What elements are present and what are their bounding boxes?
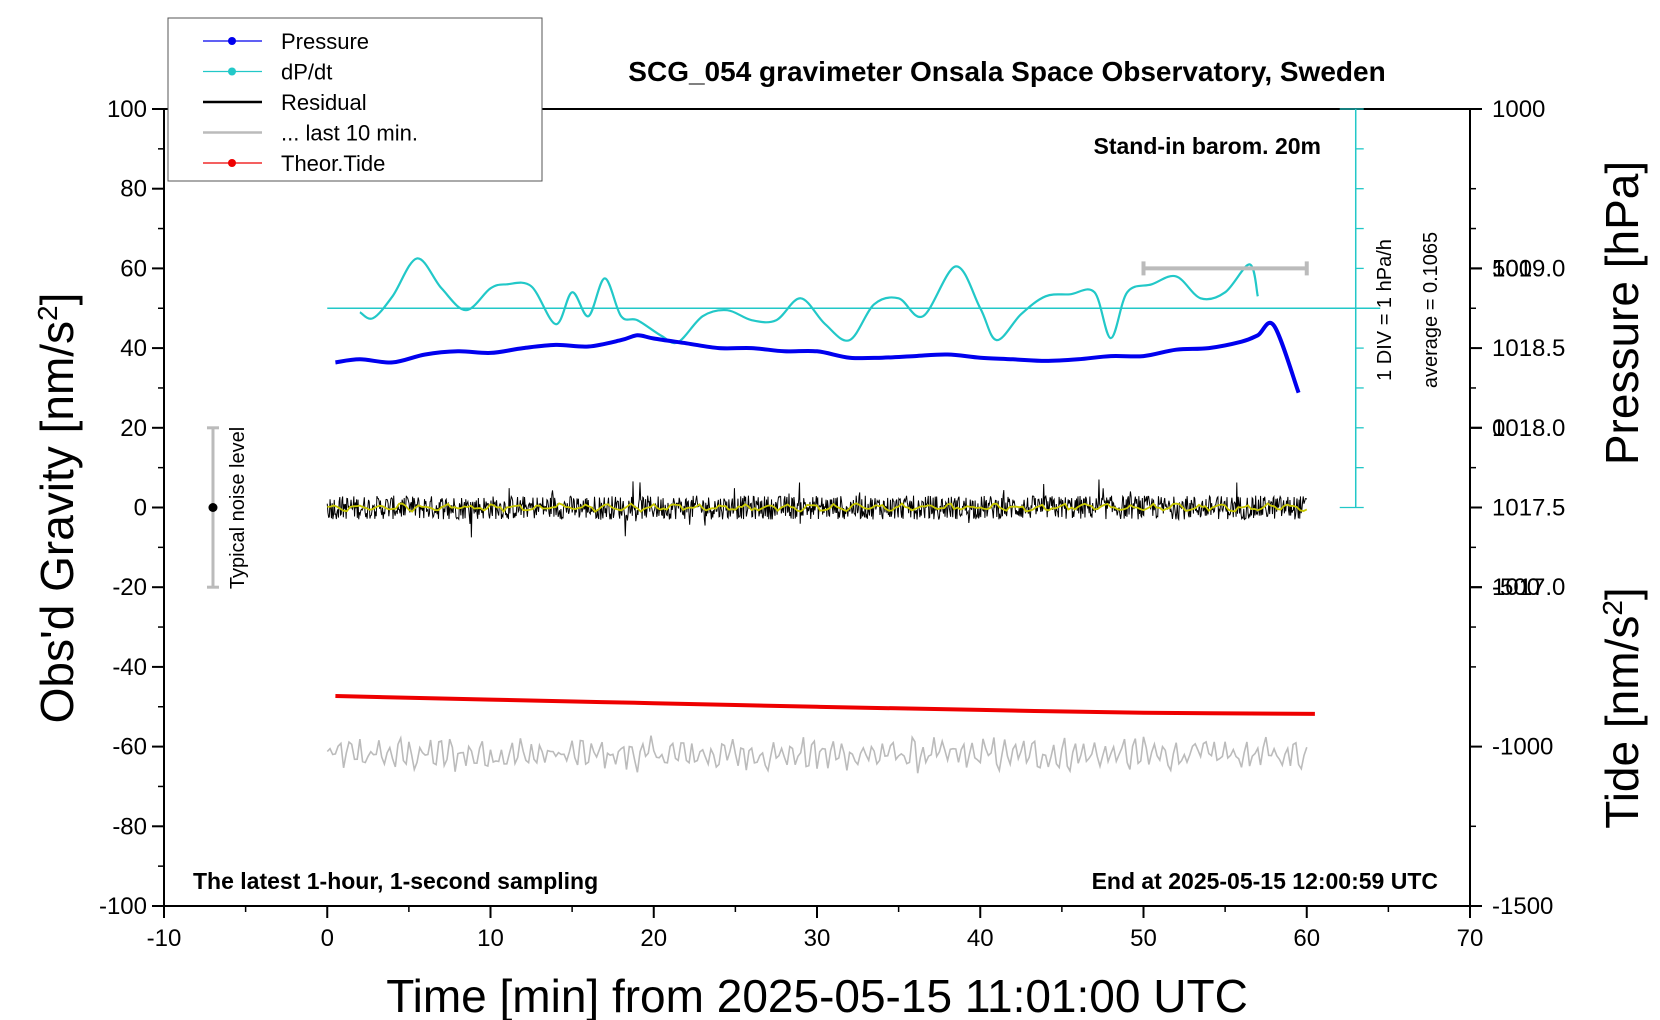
x-tick-label: 70 <box>1457 925 1484 952</box>
series-residual <box>326 479 1308 538</box>
y-axis-title-tide-main: Tide [nm/s <box>1596 616 1648 829</box>
series-layer <box>326 257 1381 774</box>
y-tick-label: -60 <box>112 734 147 761</box>
legend-label: dP/dt <box>281 60 332 85</box>
pressure-tick-label: 1019.0 <box>1492 255 1565 282</box>
y-axis-title-left: Obs'd Gravity [nm/s2] <box>31 293 83 724</box>
series-last-10-min <box>326 734 1308 774</box>
y-axis-title-tide: Tide [nm/s2] <box>1596 587 1648 828</box>
tide-tick-label: 1000 <box>1492 96 1545 123</box>
tide-tick-label: -1500 <box>1492 893 1553 920</box>
div-scale-label: 1 DIV = 1 hPa/h <box>1374 239 1396 381</box>
tide-tick-label: 0 <box>1492 415 1505 442</box>
x-tick-label: 20 <box>640 925 667 952</box>
y-axis-title-pressure: Pressure [hPa] <box>1596 161 1648 465</box>
x-tick-label: 30 <box>804 925 831 952</box>
y-tick-label: 80 <box>120 176 147 203</box>
legend-label: Residual <box>281 90 367 115</box>
series-residual-smoothed <box>327 502 1308 513</box>
pressure-tick-label: 1017.5 <box>1492 495 1565 522</box>
y-tick-label: 100 <box>107 96 147 123</box>
noise-level-bar <box>206 426 219 589</box>
legend-label: Theor.Tide <box>281 151 385 176</box>
y-axis-title-left-main: Obs'd Gravity [nm/s <box>31 321 83 723</box>
y-tick-label: -20 <box>112 574 147 601</box>
legend-entries: Pressure dP/dt Residual ... last 10 min. The… <box>203 29 418 176</box>
pressure-tick-label: 1018.0 <box>1492 415 1565 442</box>
chart-title: SCG_054 gravimeter Onsala Space Observat… <box>628 56 1385 87</box>
tide-tick-label: 500 <box>1492 255 1532 282</box>
y-tick-label: -40 <box>112 654 147 681</box>
x-tick-label: 60 <box>1293 925 1320 952</box>
tide-axis-ticks: -1500 -1000 -500 0 500 1000 <box>1470 96 1553 920</box>
series-dpdt <box>359 257 1259 345</box>
average-label: average = 0.1065 <box>1420 232 1442 388</box>
series-pressure <box>335 320 1301 394</box>
x-tick-label: 10 <box>477 925 504 952</box>
y-tick-label: 0 <box>134 495 147 522</box>
y-axis-title-tide-sup: 2 <box>1597 600 1628 616</box>
series-theor-tide <box>335 694 1315 716</box>
dpdt-scale-bar <box>1339 108 1364 509</box>
legend-box <box>167 17 543 182</box>
legend-label: ... last 10 min. <box>281 121 418 146</box>
x-tick-label: 0 <box>321 925 334 952</box>
y-tick-label: 40 <box>120 335 147 362</box>
y-axis-title-tide-end: ] <box>1596 587 1648 600</box>
legend-marker <box>228 37 236 45</box>
y-axis-title-left-end: ] <box>31 293 83 306</box>
legend-marker <box>228 159 236 167</box>
pressure-axis-ticks: 1017.0 1017.5 1018.0 1018.5 1019.0 <box>1470 227 1565 628</box>
legend-marker <box>228 67 236 76</box>
x-axis-title: Time [min] from 2025-05-15 11:01:00 UTC <box>386 970 1248 1020</box>
legend: Pressure dP/dt Residual ... last 10 min. The… <box>167 17 543 182</box>
y-axis-title-left-sup: 2 <box>32 305 63 321</box>
x-tick-label: 40 <box>967 925 994 952</box>
y-axis-ticks: -100 -80 -60 -40 -20 0 20 40 60 80 100 <box>99 96 164 920</box>
x-tick-label: -10 <box>147 925 182 952</box>
barometer-note: Stand-in barom. 20m <box>1094 133 1321 159</box>
x-axis-ticks: -10 0 10 20 30 40 50 60 70 <box>147 906 1484 952</box>
end-time-note: End at 2025-05-15 12:00:59 UTC <box>1092 868 1438 894</box>
y-tick-label: -80 <box>112 813 147 840</box>
pressure-tick-label: 1017.0 <box>1492 574 1565 601</box>
pressure-tick-label: 1018.5 <box>1492 335 1565 362</box>
sampling-note: The latest 1-hour, 1-second sampling <box>193 868 598 894</box>
tide-tick-label: -1000 <box>1492 734 1553 761</box>
legend-label: Pressure <box>281 29 369 54</box>
noise-level-label: Typical noise level <box>227 427 249 589</box>
y-tick-label: -100 <box>99 893 147 920</box>
tide-tick-label: -500 <box>1492 574 1540 601</box>
noise-bar-center-dot <box>208 503 218 512</box>
y-tick-label: 60 <box>120 255 147 282</box>
y-tick-label: 20 <box>120 415 147 442</box>
ten-minute-bar <box>1141 261 1309 276</box>
x-tick-label: 50 <box>1130 925 1157 952</box>
